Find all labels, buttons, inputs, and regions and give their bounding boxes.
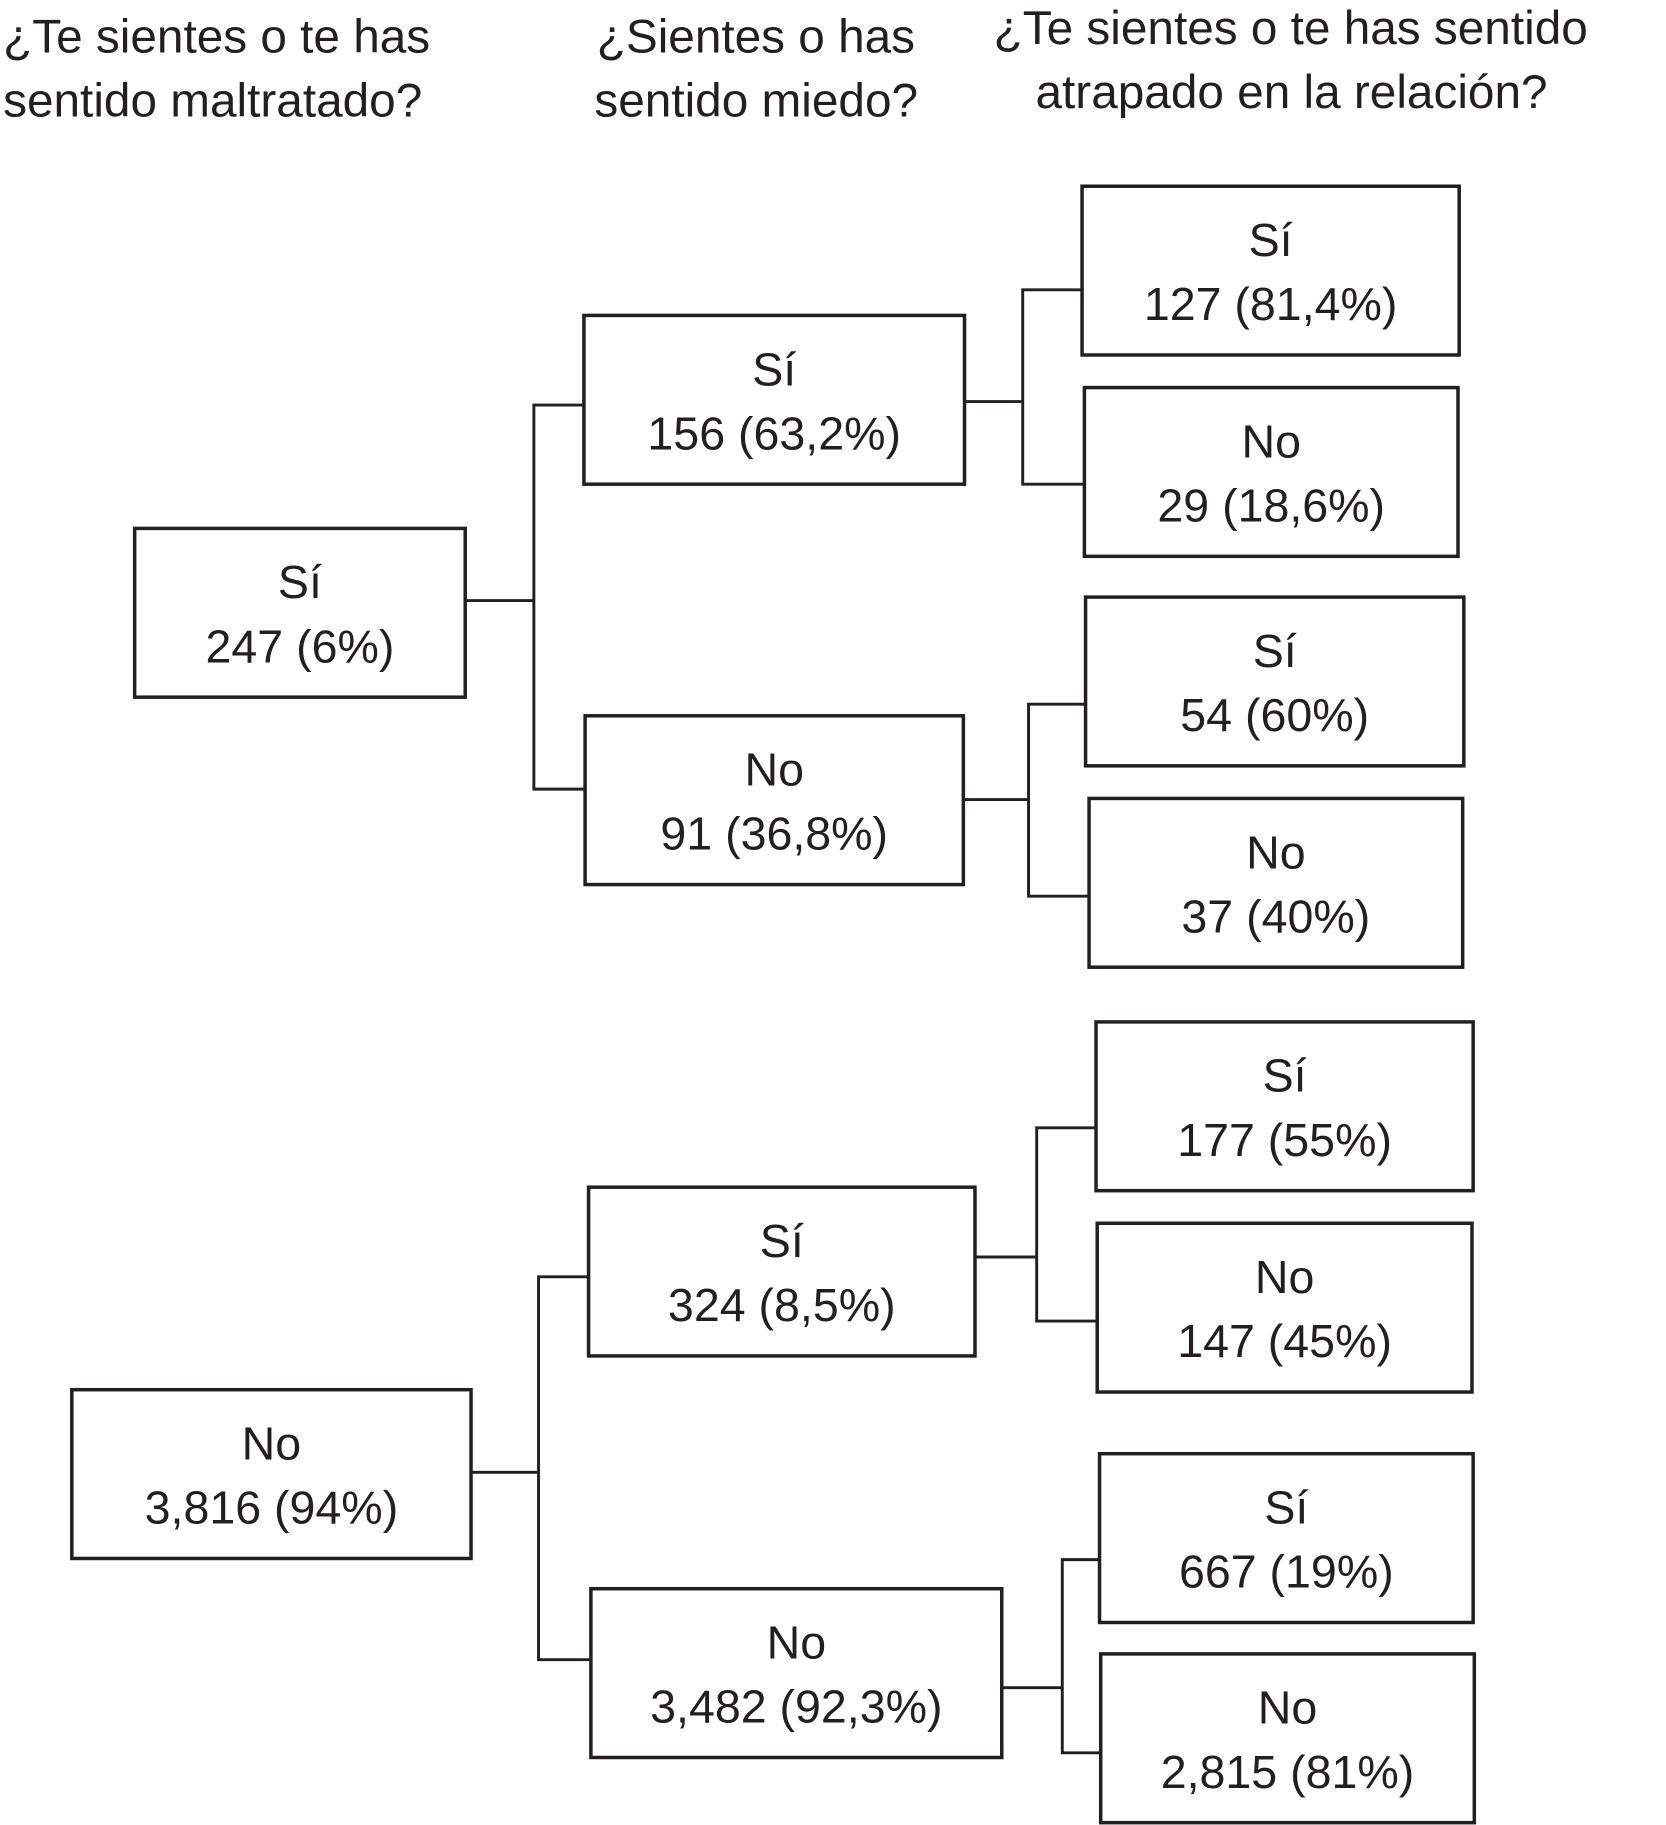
node-si-si-atrapado-no: No 29 (18,6%) [1082,385,1460,559]
branch-connector [1001,1558,1101,1755]
node-answer: Sí [1264,1482,1308,1534]
node-box [1095,1221,1474,1394]
node-answer: Sí [278,556,322,608]
node-box [583,714,966,887]
node-answer: No [1258,1682,1318,1734]
nodes: Sí 247 (6%) No 3,816 (94%) Sí 156 (63,2%) No 91… [70,184,1477,1825]
node-no-miedo-no: No 3,482 (92,3%) [589,1586,1004,1760]
node-value: 667 (19%) [1179,1546,1394,1598]
node-box [1082,385,1460,559]
node-value: 156 (63,2%) [647,407,901,459]
node-value: 127 (81,4%) [1144,278,1398,330]
branch-connector [974,1126,1098,1323]
node-box [132,526,467,699]
branch-connector [964,288,1085,486]
node-box [1098,1652,1477,1825]
node-value: 37 (40%) [1181,890,1370,942]
node-value: 247 (6%) [205,620,394,672]
node-box [589,1586,1004,1760]
node-no-si-atrapado-si: Sí 177 (55%) [1094,1020,1475,1193]
node-maltratado-no: No 3,816 (94%) [70,1387,473,1561]
node-answer: Sí [1253,625,1297,677]
header-atrapado-line2: atrapado en la relación? [1036,66,1548,119]
node-value: 91 (36,8%) [660,808,888,860]
node-answer: No [744,744,804,796]
node-no-no-atrapado-si: Sí 667 (19%) [1097,1451,1475,1625]
node-box [1083,595,1466,768]
node-value: 147 (45%) [1177,1315,1392,1367]
node-si-no-atrapado-no: No 37 (40%) [1087,796,1465,969]
node-maltratado-si: Sí 247 (6%) [132,526,467,699]
node-box [582,313,967,486]
header-maltratado-line1: ¿Te sientes o te has [3,10,430,63]
node-box [1087,796,1465,969]
node-value: 2,815 (81%) [1161,1746,1415,1798]
header-maltratado-line2: sentido maltratado? [3,74,422,127]
node-answer: No [242,1418,302,1470]
node-box [70,1387,473,1561]
branch-connector [963,702,1090,898]
node-value: 54 (60%) [1180,689,1369,741]
node-si-si-atrapado-si: Sí 127 (81,4%) [1080,184,1461,357]
node-answer: No [1241,415,1301,467]
node-si-miedo-si: Sí 156 (63,2%) [582,313,967,486]
node-no-si-atrapado-no: No 147 (45%) [1095,1221,1474,1394]
node-answer: No [1246,826,1306,878]
connectors [465,288,1101,1755]
node-box [586,1185,977,1358]
header-miedo-line2: sentido miedo? [594,74,918,127]
node-si-miedo-no: No 91 (36,8%) [583,714,966,887]
node-no-no-atrapado-no: No 2,815 (81%) [1098,1652,1477,1825]
branch-connector [465,403,586,791]
node-box [1094,1020,1475,1193]
node-si-no-atrapado-si: Sí 54 (60%) [1083,595,1466,768]
header-atrapado-line1: ¿Te sientes o te has sentido [994,2,1588,55]
column-headers: ¿Te sientes o te has sentido maltratado?… [3,2,1588,127]
branch-connector [471,1275,591,1662]
node-value: 177 (55%) [1177,1114,1392,1166]
node-value: 3,482 (92,3%) [650,1681,942,1733]
node-answer: No [767,1617,827,1669]
node-answer: Sí [760,1215,804,1267]
node-answer: Sí [1263,1050,1307,1102]
node-value: 29 (18,6%) [1157,479,1385,531]
node-answer: No [1255,1251,1315,1303]
node-box [1097,1451,1475,1625]
node-value: 3,816 (94%) [145,1482,399,1534]
node-answer: Sí [1249,214,1293,266]
header-miedo-line1: ¿Sientes o has [597,10,915,63]
node-value: 324 (8,5%) [668,1279,896,1331]
node-no-miedo-si: Sí 324 (8,5%) [586,1185,977,1358]
node-box [1080,184,1461,357]
node-answer: Sí [752,343,796,395]
